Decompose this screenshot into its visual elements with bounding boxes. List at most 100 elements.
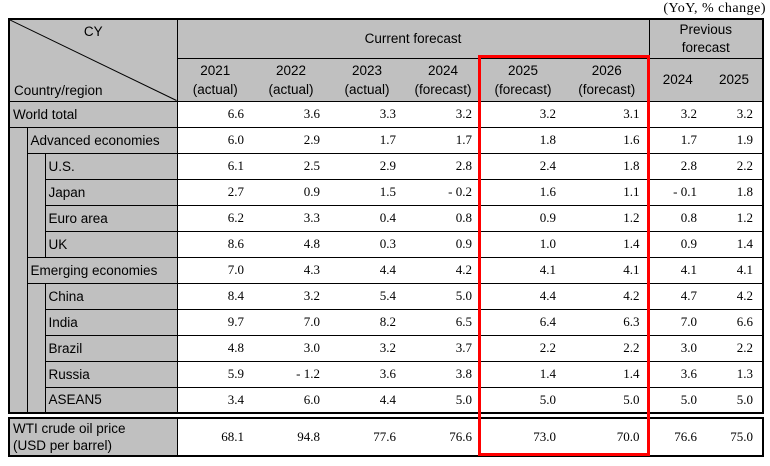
value-cell: 0.9: [253, 178, 329, 206]
table-row-uk: UK 8.6 4.8 0.3 0.9 1.0 1.4 0.9 1.4: [9, 230, 764, 258]
value-cell: 76.6: [405, 417, 482, 457]
value-cell: 73.0: [481, 417, 566, 457]
row-label: U.S.: [44, 152, 178, 180]
value-cell: 7.0: [253, 308, 329, 336]
value-cell: 7.0: [177, 256, 253, 284]
value-cell: 2.2: [481, 334, 565, 362]
value-cell: 5.0: [565, 386, 650, 414]
value-cell: 0.9: [648, 230, 707, 258]
value-cell: 1.9: [706, 126, 764, 154]
value-cell: 6.5: [405, 308, 481, 336]
wti-row-label: WTI crude oil price (USD per barrel): [8, 417, 178, 457]
corner-cell: CY Country/region: [8, 18, 178, 102]
value-cell: 94.8: [253, 417, 330, 457]
value-cell: 1.0: [481, 230, 565, 258]
year-header-2024: 2024 (forecast): [405, 57, 481, 102]
value-cell: 4.2: [706, 282, 764, 310]
value-cell: 6.2: [177, 204, 253, 232]
value-cell: 5.0: [405, 386, 481, 414]
table-row-india: India 9.7 7.0 8.2 6.5 6.4 6.3 7.0 6.6: [9, 308, 764, 336]
value-cell: 0.4: [329, 204, 405, 232]
value-cell: 9.7: [177, 308, 253, 336]
value-cell: 4.8: [177, 334, 253, 362]
table-row-world-total: World total 6.6 3.6 3.3 3.2 3.2 3.1 3.2 …: [8, 100, 764, 128]
value-cell: 3.2: [706, 100, 764, 128]
value-cell: 0.9: [405, 230, 481, 258]
value-cell: 1.7: [405, 126, 481, 154]
value-cell: 1.4: [565, 230, 650, 258]
row-label: UK: [44, 230, 178, 258]
indent-strip: [26, 152, 46, 258]
value-cell: 2.2: [706, 334, 764, 362]
value-cell: 3.7: [405, 334, 481, 362]
value-cell: 1.6: [565, 126, 650, 154]
table-row-brazil: Brazil 4.8 3.0 3.2 3.7 2.2 2.2 3.0 2.2: [9, 334, 764, 362]
prev-year-header-2025: 2025: [706, 57, 764, 102]
value-cell: 5.4: [329, 282, 405, 310]
value-cell: 3.3: [253, 204, 329, 232]
value-cell: 76.6: [648, 417, 707, 457]
value-cell: 5.9: [177, 360, 253, 388]
value-cell: 1.4: [565, 360, 650, 388]
value-cell: 3.0: [253, 334, 329, 362]
previous-forecast-header: Previous forecast: [648, 18, 764, 59]
value-cell: 1.7: [648, 126, 707, 154]
table-row-russia: Russia 5.9 - 1.2 3.6 3.8 1.4 1.4 3.6 1.3: [9, 360, 764, 388]
value-cell: 1.8: [481, 126, 565, 154]
table-row-euro-area: Euro area 6.2 3.3 0.4 0.8 0.9 1.2 0.8 1.…: [9, 204, 764, 232]
row-label: Japan: [44, 178, 178, 206]
value-cell: 3.6: [253, 100, 329, 128]
value-cell: 2.9: [329, 152, 405, 180]
value-cell: 3.2: [481, 100, 565, 128]
value-cell: 2.2: [706, 152, 764, 180]
year-header-2025-forecast: 2025 (forecast): [481, 57, 565, 102]
value-cell: 77.6: [329, 417, 406, 457]
value-cell: 2.4: [481, 152, 565, 180]
value-cell: 4.1: [481, 256, 565, 284]
value-cell: 1.4: [481, 360, 565, 388]
value-cell: 1.7: [329, 126, 405, 154]
value-cell: 75.0: [706, 417, 764, 457]
table-row-asean5: ASEAN5 3.4 6.0 4.4 5.0 5.0 5.0 5.0 5.0: [9, 386, 764, 414]
value-cell: 6.4: [481, 308, 565, 336]
row-label: Emerging economies: [26, 256, 178, 284]
corner-country-region-label: Country/region: [14, 82, 103, 98]
diagonal-divider: [10, 20, 177, 101]
year-header-2021: 2021 (actual): [177, 57, 253, 102]
value-cell: 6.0: [177, 126, 253, 154]
value-cell: 4.2: [565, 282, 650, 310]
value-cell: 8.2: [329, 308, 405, 336]
value-cell: 6.6: [177, 100, 253, 128]
value-cell: 3.2: [648, 100, 707, 128]
value-cell: 3.2: [405, 100, 481, 128]
value-cell: 0.9: [481, 204, 565, 232]
value-cell: 2.8: [648, 152, 707, 180]
header-row-2: 2021 (actual) 2022 (actual) 2023 (actual) 2…: [9, 57, 764, 102]
value-cell: 3.0: [648, 334, 707, 362]
value-cell: 4.1: [565, 256, 650, 284]
row-label: India: [44, 308, 178, 336]
value-cell: 6.3: [565, 308, 650, 336]
value-cell: 1.4: [706, 230, 764, 258]
value-cell: 4.1: [706, 256, 764, 284]
row-label: Russia: [44, 360, 178, 388]
value-cell: 70.0: [565, 417, 650, 457]
value-cell: 5.0: [405, 282, 481, 310]
value-cell: 6.6: [706, 308, 764, 336]
value-cell: 3.6: [648, 360, 707, 388]
year-header-2026-forecast: 2026 (forecast): [565, 57, 650, 102]
value-cell: 4.2: [405, 256, 481, 284]
table-row-us: U.S. 6.1 2.5 2.9 2.8 2.4 1.8 2.8 2.2: [9, 152, 764, 258]
value-cell: 1.5: [329, 178, 405, 206]
header-row-1: CY Country/region Current forecast Previ…: [8, 18, 764, 102]
value-cell: 0.3: [329, 230, 405, 258]
value-cell: 4.4: [329, 386, 405, 414]
value-cell: 4.3: [253, 256, 329, 284]
row-label: Brazil: [44, 334, 178, 362]
value-cell: 2.5: [253, 152, 329, 180]
table-row-japan: Japan 2.7 0.9 1.5 - 0.2 1.6 1.1 - 0.1 1.…: [9, 178, 764, 206]
current-forecast-header: Current forecast: [176, 18, 650, 59]
value-cell: 0.8: [648, 204, 707, 232]
row-label: World total: [8, 100, 178, 128]
value-cell: - 0.2: [405, 178, 481, 206]
